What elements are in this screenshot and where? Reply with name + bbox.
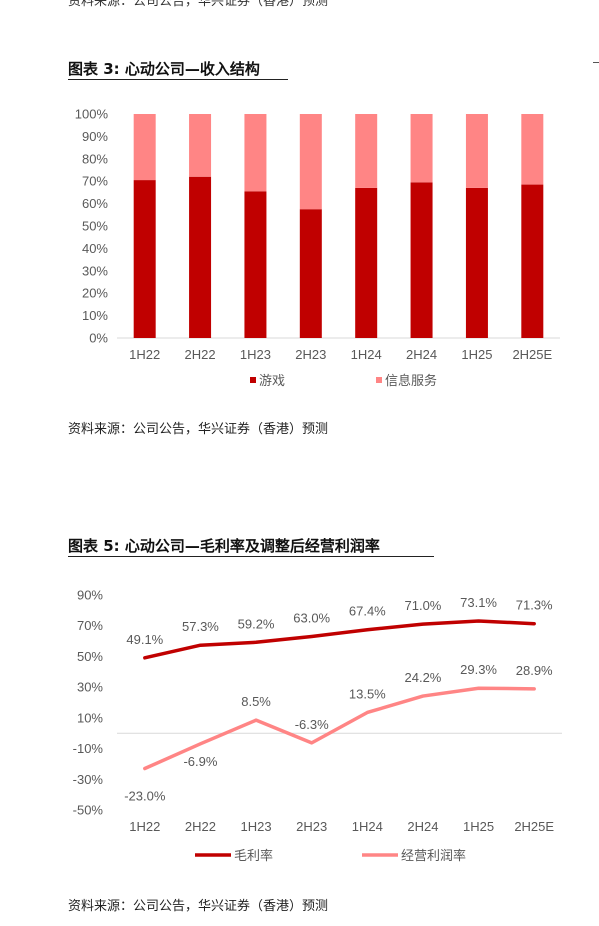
x-tick-label: 2H25E <box>514 819 554 834</box>
data-label: 59.2% <box>238 616 275 631</box>
legend-label: 毛利率 <box>234 848 273 864</box>
bar-game <box>189 176 212 338</box>
bar-game <box>299 209 322 338</box>
y-tick-label: 90% <box>77 588 103 603</box>
bar-game <box>410 182 433 338</box>
figure-5-title: 图表 5: 心动公司—毛利率及调整后经营利润率 <box>68 537 380 555</box>
legend-marker <box>250 377 256 383</box>
data-label: 67.4% <box>349 604 386 619</box>
y-tick-label: 10% <box>77 710 103 725</box>
x-tick-label: 2H22 <box>185 347 216 362</box>
y-tick-label: 30% <box>82 263 108 278</box>
figure-3-title-underline <box>68 79 288 80</box>
y-tick-label: 90% <box>82 129 108 144</box>
y-tick-label: 70% <box>82 174 108 189</box>
bar-game <box>465 187 488 338</box>
series-line-operating-margin <box>143 686 536 771</box>
data-label: 71.3% <box>516 598 553 613</box>
x-tick-label: 2H23 <box>295 347 326 362</box>
y-tick-label: 50% <box>77 649 103 664</box>
y-tick-label: 80% <box>82 151 108 166</box>
legend-label: 游戏 <box>259 374 285 389</box>
bar-game <box>355 187 378 338</box>
x-tick-label: 1H23 <box>240 347 271 362</box>
data-label: 8.5% <box>241 694 271 709</box>
y-tick-label: 0% <box>89 331 108 346</box>
bar-game <box>133 180 156 338</box>
data-label: 24.2% <box>405 670 442 685</box>
x-tick-label: 1H24 <box>351 347 382 362</box>
series-line-gross-margin <box>143 619 536 660</box>
bar-info-service <box>465 114 488 188</box>
y-tick-label: 30% <box>77 680 103 695</box>
figure-3-source: 资料来源：公司公告，华兴证券（香港）预测 <box>68 422 329 437</box>
data-label: 71.0% <box>405 598 442 613</box>
previous-source-clip: 资料来源：公司公告，华兴证券（香港）预测 <box>68 0 329 9</box>
x-tick-label: 2H24 <box>407 819 438 834</box>
bar-info-service <box>521 114 544 185</box>
data-label: 28.9% <box>516 663 553 678</box>
legend-label: 经营利润率 <box>401 848 466 864</box>
bar-info-service <box>355 114 378 188</box>
revenue-structure-chart: 0% 10% 20% 30% 40% 50% 60% 70% 80% 90% 100% 1H22 2H2… <box>75 107 560 389</box>
bar-info-service <box>299 114 322 210</box>
y-tick-label: 70% <box>77 618 103 633</box>
data-label: 49.1% <box>126 632 163 647</box>
y-tick-label: -50% <box>73 803 104 818</box>
data-label: 13.5% <box>349 686 386 701</box>
y-tick-label: 50% <box>82 219 108 234</box>
x-tick-label: 1H24 <box>352 819 383 834</box>
data-label: -23.0% <box>124 789 166 804</box>
y-tick-label: 20% <box>82 286 108 301</box>
legend-marker <box>376 377 382 383</box>
x-tick-label: 2H25E <box>512 347 552 362</box>
x-tick-label: 2H22 <box>185 819 216 834</box>
x-tick-label: 1H22 <box>129 819 160 834</box>
right-edge-clip <box>593 62 599 63</box>
y-tick-label: 10% <box>82 308 108 323</box>
data-label: -6.9% <box>183 754 217 769</box>
y-tick-label: -30% <box>73 772 104 787</box>
x-tick-label: 1H22 <box>129 347 160 362</box>
legend-label: 信息服务 <box>385 373 437 389</box>
x-tick-label: 1H25 <box>463 819 494 834</box>
x-tick-label: 2H24 <box>406 347 437 362</box>
margin-chart: 90% 70% 50% 30% 10% -10% -30% -50% 1H22 2H22 1H23 2… <box>73 588 562 864</box>
bar-game <box>521 184 544 338</box>
bar-info-service <box>410 114 433 183</box>
data-label: 29.3% <box>460 662 497 677</box>
data-label: 57.3% <box>182 619 219 634</box>
data-label: 63.0% <box>293 610 330 625</box>
bar-info-service <box>189 114 212 177</box>
x-tick-label: 1H23 <box>241 819 272 834</box>
bar-game <box>244 191 267 338</box>
bar-info-service <box>133 114 156 181</box>
x-tick-label: 2H23 <box>296 819 327 834</box>
y-tick-label: 60% <box>82 196 108 211</box>
y-tick-label: 100% <box>75 107 109 122</box>
x-tick-label: 1H25 <box>461 347 492 362</box>
y-tick-label: 40% <box>82 241 108 256</box>
bar-info-service <box>244 114 267 192</box>
data-label: -6.3% <box>295 717 329 732</box>
data-label: 73.1% <box>460 595 497 610</box>
figure-5-source: 资料来源：公司公告，华兴证券（香港）预测 <box>68 899 329 914</box>
figure-5-title-underline <box>68 556 434 557</box>
y-tick-label: -10% <box>73 741 104 756</box>
figure-3-title: 图表 3: 心动公司—收入结构 <box>68 60 260 78</box>
